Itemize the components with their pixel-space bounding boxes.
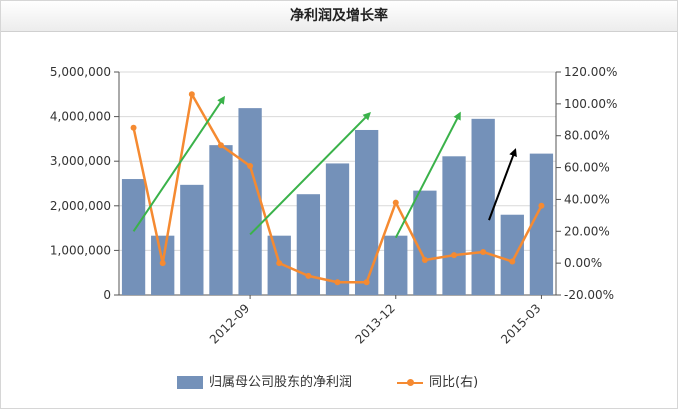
y-right-tick-label: 60.00%: [564, 161, 610, 175]
bar: [500, 214, 524, 295]
bar: [325, 163, 350, 295]
y-right-tick-label: 20.00%: [564, 224, 610, 238]
yoy-point: [276, 260, 283, 267]
yoy-point: [421, 256, 428, 263]
bar: [180, 184, 204, 295]
yoy-point: [217, 142, 224, 149]
legend-swatch-dot: [407, 379, 414, 386]
legend-label-net-profit: 归属母公司股东的净利润: [209, 375, 353, 390]
bar: [442, 156, 466, 295]
yoy-point: [159, 260, 166, 267]
green-arrow: [394, 111, 461, 239]
y-right-tick-label: 80.00%: [564, 129, 610, 143]
x-tick-label: 2015-03: [498, 301, 543, 346]
y-left-tick-label: 1,000,000: [50, 243, 111, 257]
green-arrow: [249, 111, 371, 236]
y-left-tick-label: 5,000,000: [50, 65, 111, 79]
y-left-tick-label: 3,000,000: [50, 154, 111, 168]
green-arrow: [132, 95, 225, 232]
yoy-point: [480, 248, 487, 255]
yoy-point: [509, 258, 516, 265]
y-right-tick-label: 0.00%: [564, 256, 602, 270]
chart-legend: 归属母公司股东的净利润 同比(右): [1, 373, 677, 393]
yoy-point: [188, 91, 195, 98]
y-left-tick-label: 2,000,000: [50, 199, 111, 213]
legend-label-yoy: 同比(右): [429, 375, 479, 390]
bar: [209, 145, 233, 295]
black-arrow: [488, 148, 517, 221]
yoy-point: [363, 279, 370, 286]
legend-swatch-bar: [177, 376, 203, 389]
y-right-tick-label: 40.00%: [564, 192, 610, 206]
x-tick-label: 2012-09: [207, 301, 252, 346]
bar: [354, 129, 379, 295]
yoy-point: [130, 124, 137, 131]
y-right-tick-label: 100.00%: [564, 97, 617, 111]
bar: [384, 235, 408, 295]
bar: [296, 194, 321, 295]
yoy-point: [305, 272, 312, 279]
bar: [529, 153, 554, 295]
y-left-tick-label: 4,000,000: [50, 110, 111, 124]
bar: [413, 190, 437, 295]
yoy-point: [247, 162, 254, 169]
x-tick-label: 2013-12: [353, 301, 398, 346]
yoy-point: [392, 199, 399, 206]
y-left-tick-label: 0: [103, 288, 111, 302]
yoy-point: [451, 252, 458, 259]
bar: [121, 179, 146, 295]
chart-title: 净利润及增长率: [1, 1, 677, 32]
bar: [471, 118, 495, 295]
yoy-point: [538, 202, 545, 209]
bar: [238, 108, 262, 295]
yoy-point: [334, 279, 341, 286]
y-right-tick-label: 120.00%: [564, 65, 617, 79]
y-right-tick-label: -20.00%: [564, 288, 614, 302]
